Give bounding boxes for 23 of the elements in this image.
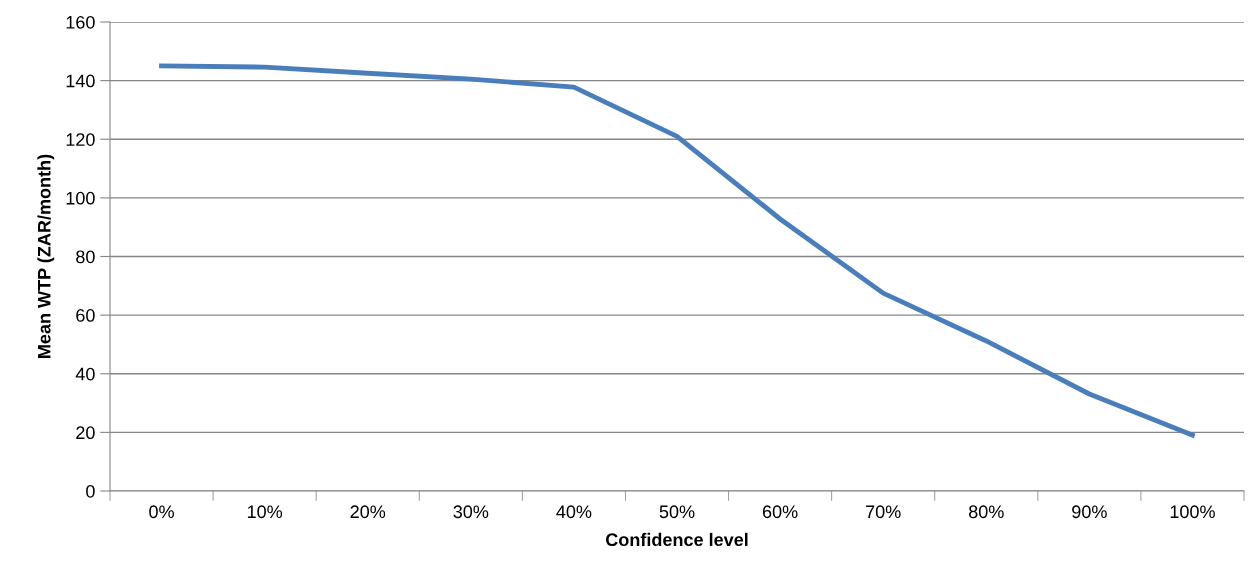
y-tick-label: 140	[66, 74, 95, 88]
x-tick-label: 100%	[1170, 505, 1215, 519]
x-tick-label: 20%	[350, 505, 386, 519]
y-axis-title: Mean WTP (ZAR/month)	[37, 154, 55, 358]
x-tick-label: 50%	[659, 505, 695, 519]
y-tick-label: 160	[66, 15, 95, 29]
x-tick-label: 60%	[762, 505, 798, 519]
x-axis-title: Confidence level	[606, 532, 748, 547]
y-tick-label: 60	[76, 309, 95, 322]
y-tick-label: 20	[76, 426, 95, 440]
y-tick-label: 40	[75, 367, 95, 381]
line-series	[159, 63, 1195, 438]
x-tick-label: 0%	[149, 505, 174, 519]
y-tick-label: 120	[66, 133, 95, 146]
x-tick-label: 70%	[866, 505, 901, 519]
y-tick-label: 100	[66, 191, 95, 205]
x-tick-label: 80%	[968, 505, 1004, 519]
x-tick-label: 40%	[556, 505, 592, 519]
x-tick-label: 30%	[453, 505, 489, 519]
x-tick-label: 90%	[1072, 505, 1107, 519]
y-tick-label: 0	[86, 484, 95, 498]
x-tick-label: 10%	[247, 505, 283, 519]
y-tick-label: 80	[76, 250, 95, 264]
